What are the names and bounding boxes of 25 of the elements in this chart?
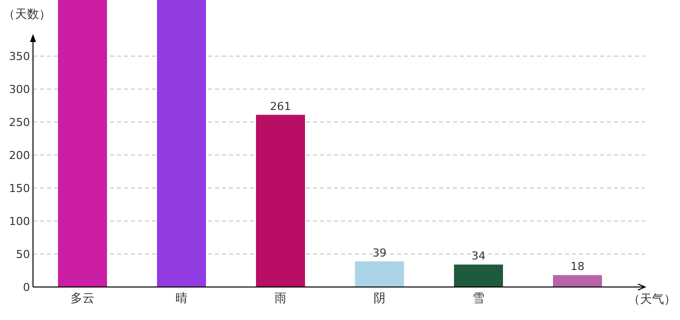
x-tick-label: 阴 <box>374 291 386 305</box>
y-tick-label: 100 <box>9 215 30 228</box>
y-tick-label: 300 <box>9 83 30 96</box>
y-tick-label: 250 <box>9 116 30 130</box>
data-label: 18 <box>570 260 584 274</box>
bar <box>553 275 602 287</box>
y-tick-label: 150 <box>9 182 30 196</box>
y-axis-title: （天数） <box>3 7 51 21</box>
bar <box>58 0 107 287</box>
x-axis-title: （天气） <box>628 292 676 306</box>
bar <box>157 0 206 287</box>
data-label: 261 <box>270 100 291 113</box>
bar <box>355 261 404 287</box>
data-label: 34 <box>472 250 486 263</box>
data-label: 39 <box>372 246 386 260</box>
y-tick-label: 0 <box>23 281 30 294</box>
x-tick-label: 晴 <box>176 291 188 305</box>
y-tick-label: 350 <box>9 50 30 64</box>
bar <box>454 264 503 287</box>
y-tick-label: 50 <box>16 248 30 262</box>
x-tick-label: 雪 <box>472 291 484 305</box>
y-tick-label: 200 <box>9 149 30 162</box>
x-tick-label: 雨 <box>274 291 286 305</box>
bar <box>256 114 305 287</box>
x-tick-label: 多云 <box>70 291 94 305</box>
